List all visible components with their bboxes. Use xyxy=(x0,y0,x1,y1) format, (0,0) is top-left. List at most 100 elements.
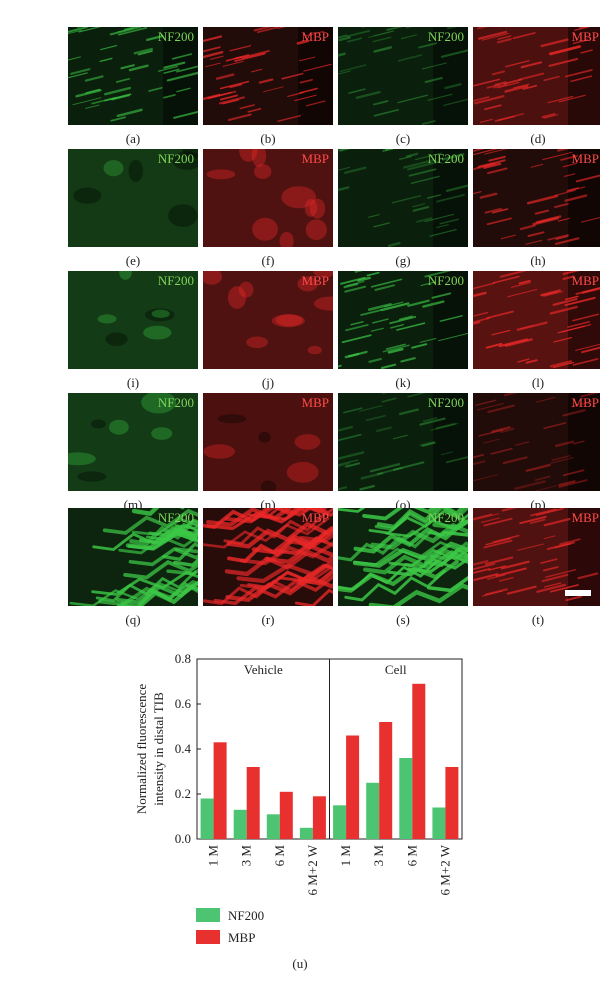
stain-label: NF200 xyxy=(157,510,194,525)
stain-label: MBP xyxy=(571,273,599,288)
legend-label: MBP xyxy=(228,930,255,945)
micrograph-texture xyxy=(473,149,600,247)
x-tick-label: 6 M+2 W xyxy=(437,844,452,895)
stain-label: NF200 xyxy=(157,273,194,288)
y-axis-label: intensity in distal TIB xyxy=(151,692,166,806)
bar-mbp xyxy=(379,722,393,839)
panel-caption: (e) xyxy=(125,253,141,268)
legend-swatch-mbp xyxy=(196,930,220,944)
stain-label: MBP xyxy=(571,29,599,44)
micrograph-nf200: NF200 xyxy=(338,508,468,606)
panel-caption: (l) xyxy=(531,375,545,390)
x-tick-label: 1 M xyxy=(206,845,221,867)
stain-label: NF200 xyxy=(157,395,194,410)
bar-nf200 xyxy=(233,809,247,840)
micrograph-texture xyxy=(203,508,333,606)
micrograph-mbp: MBP xyxy=(473,393,600,491)
bar-mbp xyxy=(412,683,426,840)
micrograph-nf200: NF200 xyxy=(68,27,198,125)
panel-caption: (c) xyxy=(395,131,411,146)
stain-label: NF200 xyxy=(157,29,194,44)
x-tick-label: 6 M+2 W xyxy=(305,844,320,895)
micrograph-nf200: NF200 xyxy=(338,393,468,491)
panel-caption: (h) xyxy=(530,253,546,268)
legend-swatch-nf200 xyxy=(196,908,220,922)
bar-mbp xyxy=(445,767,459,839)
micrograph-texture xyxy=(68,149,198,247)
x-tick-label: 6 M xyxy=(272,845,287,867)
panel-caption: (k) xyxy=(395,375,411,390)
y-axis-label: Normalized fluorescence xyxy=(134,684,149,815)
stain-label: MBP xyxy=(571,151,599,166)
micrograph-texture xyxy=(203,393,333,491)
stain-label: NF200 xyxy=(427,273,464,288)
group-label: Cell xyxy=(385,662,407,677)
micrograph-mbp: MBP xyxy=(203,27,333,125)
stain-label: NF200 xyxy=(427,151,464,166)
panel-caption: (i) xyxy=(126,375,140,390)
bar-nf200 xyxy=(399,758,413,839)
bar-nf200 xyxy=(432,807,446,839)
x-tick-label: 6 M xyxy=(404,845,419,867)
micrograph-mbp: MBP xyxy=(203,271,333,369)
panel-caption: (b) xyxy=(260,131,276,146)
micrograph-mbp: MBP xyxy=(473,27,600,125)
micrograph-texture xyxy=(68,271,198,369)
micrograph-texture xyxy=(338,149,468,247)
x-tick-label: 3 M xyxy=(239,845,254,867)
stain-label: MBP xyxy=(301,395,329,410)
panel-caption: (t) xyxy=(531,612,545,627)
micrograph-texture xyxy=(338,271,468,369)
panel-caption: (j) xyxy=(261,375,275,390)
stain-label: NF200 xyxy=(157,151,194,166)
micrograph-mbp: MBP xyxy=(473,271,600,369)
micrograph-texture xyxy=(68,393,198,491)
stain-label: NF200 xyxy=(427,395,464,410)
micrograph-texture xyxy=(203,27,333,125)
micrograph-texture xyxy=(68,27,198,125)
legend-label: NF200 xyxy=(228,908,264,923)
panel-caption: (r) xyxy=(261,612,275,627)
bar-mbp xyxy=(312,796,326,840)
micrograph-nf200: NF200 xyxy=(68,271,198,369)
micrograph-texture xyxy=(338,393,468,491)
stain-label: MBP xyxy=(301,151,329,166)
bar-nf200 xyxy=(266,814,280,840)
micrograph-texture xyxy=(473,27,600,125)
panel-caption: (a) xyxy=(125,131,141,146)
stain-label: NF200 xyxy=(427,510,464,525)
bar-nf200 xyxy=(200,798,214,839)
panel-caption: (q) xyxy=(125,612,141,627)
scale-bar xyxy=(565,590,591,596)
panel-caption: (d) xyxy=(530,131,546,146)
micrograph-texture xyxy=(203,149,333,247)
micrograph-mbp: MBP xyxy=(203,393,333,491)
bar-chart-svg: 0.0 0.2 0.4 0.6 0.8 Normalized fluorescence in… xyxy=(134,651,463,971)
stain-label: MBP xyxy=(301,510,329,525)
bar-nf200 xyxy=(299,827,313,840)
panel-caption: (g) xyxy=(395,253,411,268)
micrograph-mbp: MBP xyxy=(203,149,333,247)
stain-label: MBP xyxy=(301,29,329,44)
x-tick-label: 3 M xyxy=(371,845,386,867)
bar-mbp xyxy=(213,742,227,840)
micrograph-texture xyxy=(473,271,600,369)
micrograph-nf200: NF200 xyxy=(338,27,468,125)
stain-label: MBP xyxy=(301,273,329,288)
stain-label: NF200 xyxy=(427,29,464,44)
micrograph-nf200: NF200 xyxy=(68,508,198,606)
micrograph-texture xyxy=(68,508,198,606)
y-tick-label: 0.2 xyxy=(175,786,191,801)
group-label: Vehicle xyxy=(244,662,283,677)
micrograph-nf200: NF200 xyxy=(68,149,198,247)
y-tick-label: 0.0 xyxy=(175,831,191,846)
micrograph-texture xyxy=(473,393,600,491)
panel-caption: (s) xyxy=(396,612,410,627)
stain-label: MBP xyxy=(571,510,599,525)
bar-mbp xyxy=(246,767,260,839)
y-tick-label: 0.4 xyxy=(175,741,192,756)
bar-mbp xyxy=(279,791,293,840)
micrograph-nf200: NF200 xyxy=(338,271,468,369)
bar-nf200 xyxy=(333,805,347,840)
y-tick-label: 0.8 xyxy=(175,651,191,666)
